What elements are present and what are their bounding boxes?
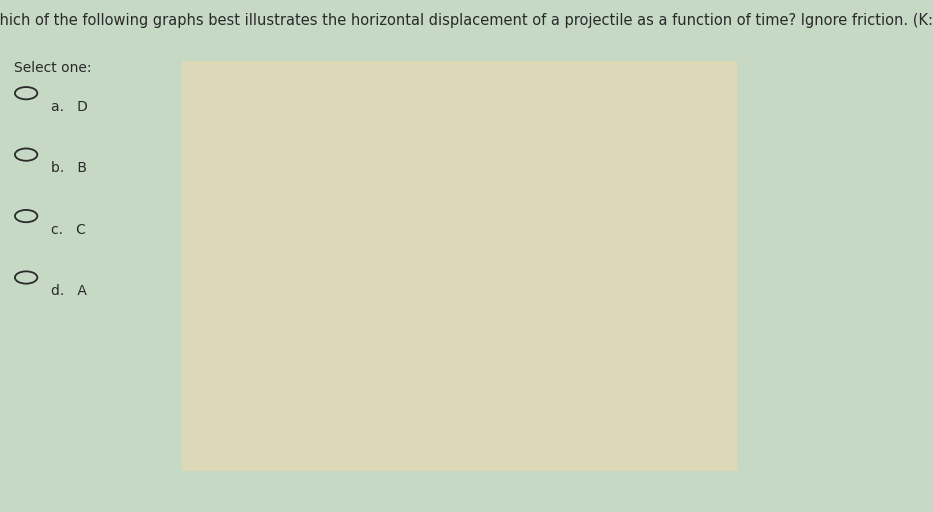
Text: $t$: $t$ bbox=[291, 274, 299, 288]
Text: $t$: $t$ bbox=[545, 274, 552, 288]
Text: C.: C. bbox=[202, 272, 217, 287]
Text: Which of the following graphs best illustrates the horizontal displacement of a : Which of the following graphs best illus… bbox=[0, 13, 933, 28]
Text: $d_x$: $d_x$ bbox=[484, 88, 502, 106]
Text: d.   A: d. A bbox=[51, 284, 87, 298]
Text: c.   C: c. C bbox=[51, 223, 86, 237]
Text: a.   D: a. D bbox=[51, 100, 89, 114]
Text: $t$: $t$ bbox=[545, 458, 552, 472]
Text: Select one:: Select one: bbox=[14, 61, 91, 75]
Text: D.: D. bbox=[453, 272, 472, 287]
Text: B.: B. bbox=[455, 88, 472, 102]
Text: $t$: $t$ bbox=[291, 458, 299, 472]
Text: $d_x$: $d_x$ bbox=[230, 272, 248, 290]
Text: A.: A. bbox=[201, 88, 217, 102]
Text: $d_x$: $d_x$ bbox=[230, 88, 248, 106]
Text: $d_x$: $d_x$ bbox=[484, 272, 502, 290]
Text: b.   B: b. B bbox=[51, 161, 88, 175]
